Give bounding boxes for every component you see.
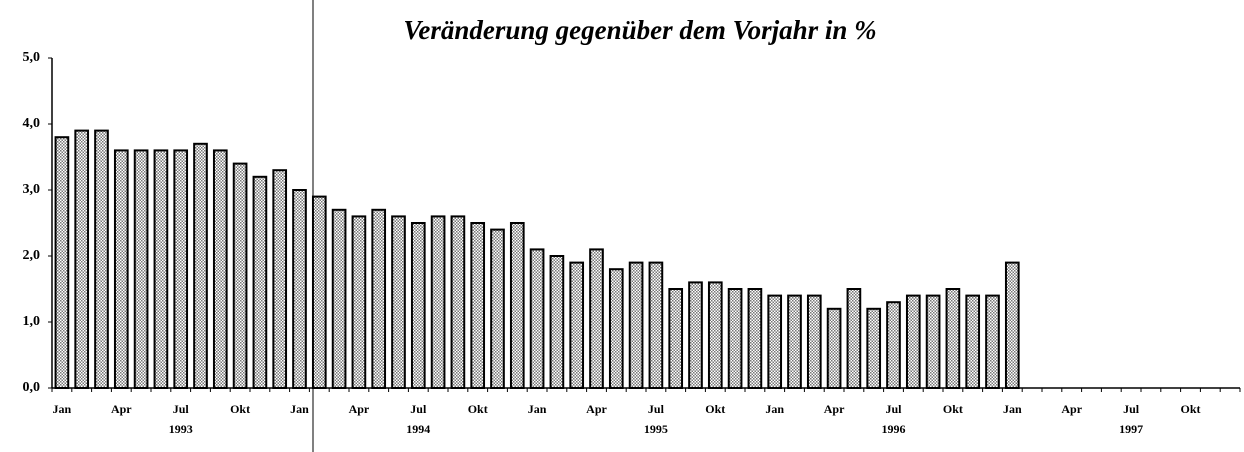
bar	[747, 288, 763, 389]
y-tick-label: 4,0	[23, 116, 41, 131]
year-label: 1997	[1119, 422, 1143, 436]
bar	[410, 222, 426, 389]
bar	[668, 288, 684, 389]
bar	[529, 248, 545, 389]
bar	[212, 149, 228, 389]
x-tick-label: Apr	[824, 402, 845, 416]
x-tick-label: Okt	[705, 402, 725, 416]
bar	[113, 149, 129, 389]
y-tick-label: 0,0	[23, 380, 41, 395]
chart-title: Veränderung gegenüber dem Vorjahr in %	[403, 15, 876, 45]
bar	[628, 261, 644, 390]
bar	[965, 294, 981, 390]
year-label: 1993	[169, 422, 193, 436]
x-tick-label: Jan	[290, 402, 309, 416]
bar	[767, 294, 783, 390]
bar	[925, 294, 941, 390]
year-label: 1996	[882, 422, 906, 436]
x-tick-label: Jul	[885, 402, 902, 416]
year-label: 1994	[406, 422, 430, 436]
bar	[311, 195, 327, 389]
bar	[272, 169, 288, 389]
x-tick-label: Apr	[349, 402, 370, 416]
bar	[252, 175, 268, 389]
bar	[727, 288, 743, 389]
x-tick-label: Jul	[410, 402, 427, 416]
bar	[371, 208, 387, 389]
bar	[648, 261, 664, 390]
x-tick-label: Jul	[173, 402, 190, 416]
y-tick-label: 3,0	[23, 182, 41, 197]
bar	[846, 288, 862, 389]
bar	[945, 288, 961, 389]
bar	[886, 301, 901, 390]
bar	[866, 307, 882, 389]
bar	[94, 129, 109, 389]
x-tick-label: Apr	[586, 402, 607, 416]
x-tick-label: Jan	[528, 402, 547, 416]
bar	[331, 208, 347, 389]
bar	[173, 149, 189, 389]
bar	[470, 222, 486, 389]
bar	[391, 215, 406, 389]
bar	[549, 255, 565, 389]
bar	[1004, 261, 1020, 390]
bar	[569, 261, 585, 390]
x-tick-label: Okt	[230, 402, 250, 416]
bar	[232, 162, 248, 389]
bar	[589, 248, 604, 389]
bar	[608, 268, 624, 390]
bar	[430, 215, 446, 389]
year-label: 1995	[644, 422, 668, 436]
x-tick-label: Jan	[53, 402, 72, 416]
bar	[133, 149, 149, 389]
x-tick-label: Jan	[765, 402, 784, 416]
bar	[74, 129, 90, 389]
bar	[509, 222, 525, 389]
bar	[905, 294, 921, 390]
x-tick-label: Jan	[1003, 402, 1022, 416]
x-tick-label: Jul	[1123, 402, 1140, 416]
x-tick-label: Apr	[111, 402, 132, 416]
bar	[688, 281, 703, 389]
bar	[450, 215, 466, 389]
bar	[292, 189, 307, 389]
x-tick-label: Okt	[468, 402, 488, 416]
x-tick-label: Jul	[648, 402, 665, 416]
bar	[985, 294, 1000, 390]
x-tick-label: Apr	[1061, 402, 1082, 416]
x-tick-label: Okt	[943, 402, 963, 416]
bar	[826, 307, 842, 389]
y-tick-label: 5,0	[23, 50, 41, 65]
bar	[193, 142, 208, 389]
bar	[351, 215, 367, 389]
bar	[153, 149, 169, 389]
bar	[806, 294, 822, 390]
y-tick-label: 1,0	[23, 314, 41, 329]
bar	[787, 294, 802, 390]
x-tick-label: Okt	[1180, 402, 1200, 416]
bar	[490, 228, 505, 389]
bar	[54, 136, 70, 389]
bar	[707, 281, 723, 389]
y-tick-label: 2,0	[23, 248, 41, 263]
